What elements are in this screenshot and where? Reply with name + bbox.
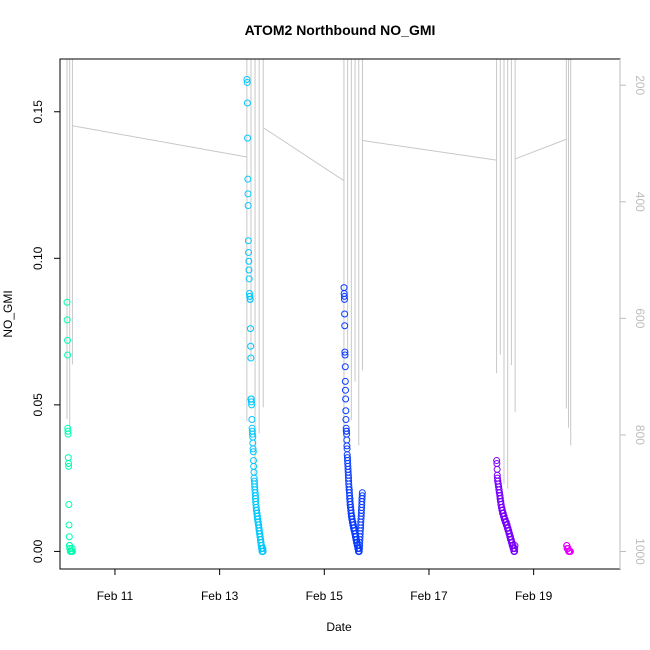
data-point bbox=[65, 521, 73, 529]
y-axis-label: NO_GMI bbox=[1, 290, 15, 337]
data-point bbox=[566, 547, 574, 555]
data-point bbox=[244, 175, 252, 183]
transit-line bbox=[362, 140, 497, 161]
data-point bbox=[63, 316, 71, 324]
data-point bbox=[341, 310, 349, 318]
data-point bbox=[245, 257, 253, 265]
data-point bbox=[65, 459, 73, 467]
data-point bbox=[493, 465, 501, 473]
data-point bbox=[493, 457, 501, 465]
data-point bbox=[244, 237, 252, 245]
data-point bbox=[341, 351, 349, 359]
data-point bbox=[246, 292, 254, 300]
data-point bbox=[64, 454, 72, 462]
data-point bbox=[249, 457, 257, 465]
x-tick-label: Feb 19 bbox=[515, 589, 553, 603]
data-point bbox=[341, 386, 349, 394]
data-point bbox=[340, 292, 348, 300]
data-point bbox=[249, 445, 257, 453]
data-point bbox=[64, 351, 72, 359]
data-point bbox=[247, 342, 255, 350]
data-point bbox=[248, 416, 256, 424]
data-point bbox=[250, 462, 258, 470]
data-point bbox=[68, 544, 76, 552]
right-axis: 200 400 600 800 1000 bbox=[619, 59, 647, 569]
y-tick-label: 0.05 bbox=[31, 393, 45, 417]
data-point bbox=[245, 248, 253, 256]
data-point bbox=[511, 542, 519, 550]
data-point bbox=[246, 325, 254, 333]
y-tick-label: 0.10 bbox=[31, 246, 45, 270]
data-point bbox=[342, 416, 350, 424]
data-point bbox=[65, 501, 73, 509]
data-point bbox=[65, 462, 73, 470]
data-point bbox=[341, 377, 349, 385]
x-axis: Feb 11 Feb 13 Feb 15 Feb 17 Feb 19 bbox=[97, 569, 553, 603]
data-point bbox=[341, 322, 349, 330]
data-point bbox=[243, 76, 251, 84]
data-point bbox=[250, 468, 258, 476]
x-tick-label: Feb 15 bbox=[306, 589, 344, 603]
x-tick-label: Feb 11 bbox=[97, 589, 134, 603]
data-point bbox=[247, 354, 255, 362]
data-point bbox=[358, 489, 366, 497]
right-tick-label: 1000 bbox=[633, 538, 647, 565]
data-point bbox=[342, 407, 350, 415]
right-tick-label: 400 bbox=[633, 192, 647, 212]
data-point bbox=[341, 348, 349, 356]
altitude-overlay bbox=[66, 59, 572, 489]
data-point bbox=[244, 202, 252, 210]
data-point bbox=[244, 190, 252, 198]
data-point bbox=[246, 295, 254, 303]
chart-title: ATOM2 Northbound NO_GMI bbox=[245, 22, 436, 38]
y-tick-label: 0.00 bbox=[31, 539, 45, 563]
data-point bbox=[243, 99, 251, 107]
x-tick-label: Feb 13 bbox=[201, 589, 239, 603]
data-point bbox=[245, 266, 253, 274]
data-point bbox=[343, 442, 351, 450]
data-point bbox=[63, 336, 71, 344]
data-point bbox=[65, 533, 73, 541]
transit-line bbox=[514, 138, 567, 160]
y-tick-label: 0.15 bbox=[31, 100, 45, 124]
data-point bbox=[259, 547, 267, 555]
data-point bbox=[342, 427, 350, 435]
y-axis: 0.00 0.05 0.10 0.15 bbox=[31, 100, 60, 563]
data-point bbox=[248, 401, 256, 409]
data-point bbox=[244, 134, 252, 142]
data-point bbox=[259, 544, 267, 552]
transit-line bbox=[262, 127, 345, 182]
data-point bbox=[64, 430, 72, 438]
plot-frame bbox=[59, 58, 621, 570]
data-point bbox=[249, 448, 257, 456]
right-tick-label: 200 bbox=[633, 75, 647, 95]
data-point bbox=[247, 398, 255, 406]
data-point bbox=[243, 78, 251, 86]
data-point bbox=[63, 298, 71, 306]
data-point bbox=[342, 395, 350, 403]
data-point bbox=[340, 295, 348, 303]
data-point bbox=[248, 430, 256, 438]
right-tick-label: 600 bbox=[633, 308, 647, 328]
x-tick-label: Feb 17 bbox=[410, 589, 448, 603]
x-axis-label: Date bbox=[326, 620, 352, 634]
data-point bbox=[358, 492, 366, 500]
data-point bbox=[64, 427, 72, 435]
data-point bbox=[245, 275, 253, 283]
right-tick-label: 800 bbox=[633, 425, 647, 445]
transit-line bbox=[72, 125, 247, 158]
data-point bbox=[341, 363, 349, 371]
data-points bbox=[63, 76, 574, 555]
data-point bbox=[511, 544, 519, 552]
data-point bbox=[343, 436, 351, 444]
data-point bbox=[68, 547, 76, 555]
